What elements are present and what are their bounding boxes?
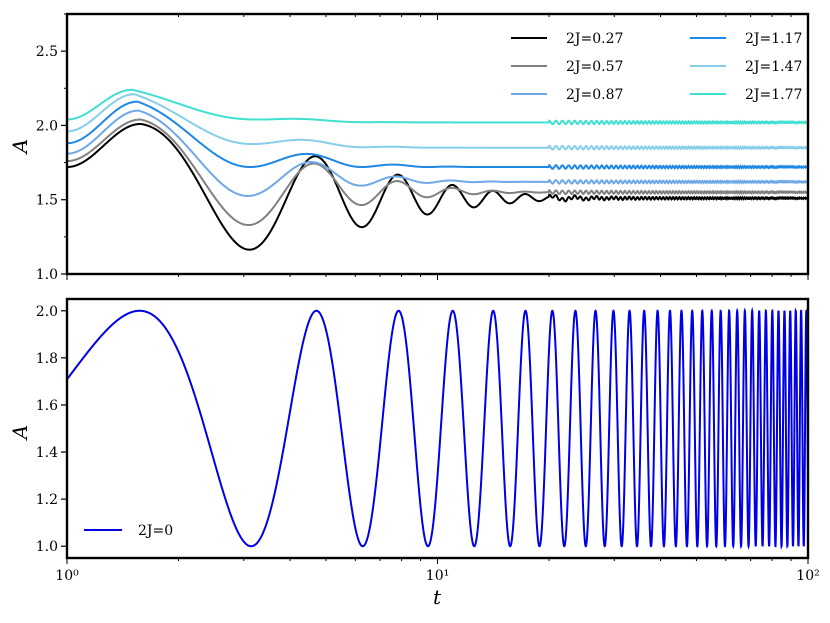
series-line-2J-0-27 [67,122,808,251]
y-tick-label: 1.5 [36,193,58,209]
y-tick-label: 2.5 [36,44,58,60]
bottom-panel: 1.0 1.2 1.4 1.6 1.8 2.0 At 10⁰ 10¹ 10² 2J=0 [8,297,820,609]
x-tick-label: 10⁰ [55,568,79,584]
y-tick-label: 2.0 [36,304,58,320]
legend: 2J=0 [84,523,173,539]
series-line-2J-0 [67,306,808,550]
y-tick-label: 1.0 [36,267,58,283]
y-tick-label: 1.4 [36,445,58,461]
series-line-2J-1-17 [67,100,808,170]
y-tick-label: 1.8 [36,351,58,367]
plot-frame [65,12,810,276]
legend-entry: 2J=1.17 [745,31,802,47]
y-tick-label: 1.2 [36,492,58,508]
y-tick-label: 2.0 [36,118,58,134]
legend-entry: 2J=0.57 [566,59,623,75]
legend-entry: 2J=0.27 [566,31,623,47]
plot-frame [65,297,810,560]
x-axis-label: t [433,585,442,609]
legend-entry: 2J=1.77 [745,87,802,103]
y-axis-label: A [8,425,32,441]
series-line-2J-1-77 [67,88,808,126]
x-tick-label: 10¹ [426,568,449,584]
x-tick-label: 10² [796,568,819,584]
legend-entry: 2J=0 [138,523,173,539]
y-axis-label: A [8,139,32,155]
y-tick-label: 1.0 [36,539,58,555]
top-panel: 1.0 1.5 2.0 2.5 A 2J=0.27 2J=0.57 2J=0.87 2J=1.1… [8,12,810,283]
y-tick-label: 1.6 [36,398,58,414]
legend-entry: 2J=0.87 [566,87,623,103]
series-line-2J-0-57 [67,118,808,227]
series-line-2J-1-47 [67,93,808,151]
legend-entry: 2J=1.47 [745,59,802,75]
series-line-2J-0-87 [67,109,808,197]
legend: 2J=0.27 2J=0.57 2J=0.87 2J=1.17 2J=1.47 2J=1.… [511,31,802,103]
